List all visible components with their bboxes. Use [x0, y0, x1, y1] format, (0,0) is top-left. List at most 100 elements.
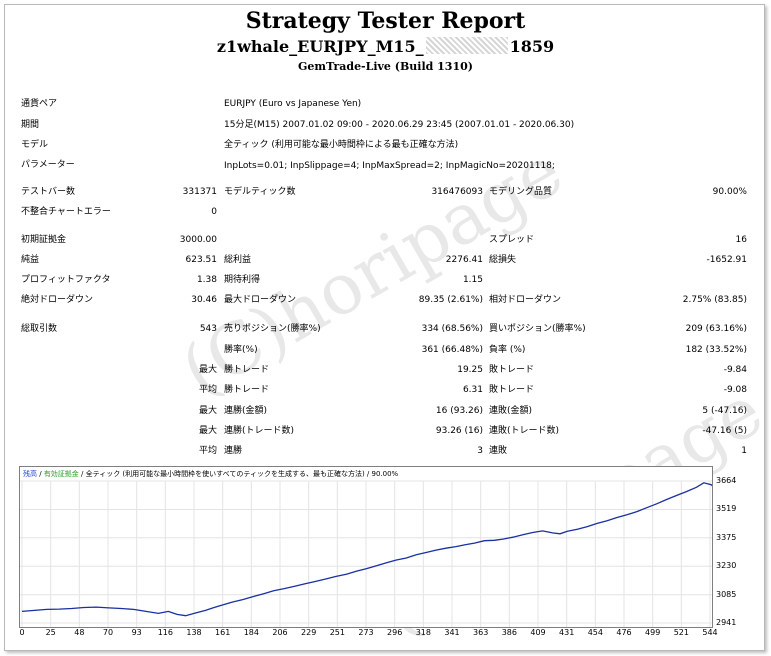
long-value: 209 (63.16%): [685, 324, 747, 334]
model-label: モデル: [21, 140, 49, 150]
average-qualifier: 平均: [198, 385, 217, 395]
avg-consec-qualifier: 平均: [198, 446, 217, 456]
legend-sep: /: [37, 470, 44, 478]
y-tick-label: 2941: [716, 618, 737, 627]
legend-equity: 有効証拠金: [43, 470, 79, 478]
max-consec-cnt-qualifier: 最大: [198, 426, 217, 436]
x-tick-label: 161: [215, 628, 231, 637]
abs-dd-label: 絶対ドローダウン: [21, 295, 94, 305]
x-tick-label: 499: [645, 628, 661, 637]
win-label: 勝率(%): [224, 345, 258, 355]
x-tick-label: 206: [272, 628, 288, 637]
mismatch-value: 0: [211, 207, 217, 217]
loss-label: 負率 (%): [489, 345, 526, 355]
report-subtitle: z1whale_EURJPY_M15_ 1859: [0, 37, 771, 56]
mismatch-label: 不整合チャートエラー: [21, 207, 111, 217]
largest-win-label: 勝トレード: [224, 365, 270, 375]
consec-loss-cnt-value: -47.16 (5): [702, 426, 747, 436]
y-tick-label: 3519: [716, 504, 737, 514]
win-value: 361 (66.48%): [421, 345, 483, 355]
x-tick-label: 0: [19, 628, 25, 637]
spread-value: 16: [735, 235, 747, 245]
gross-profit-label: 総利益: [224, 255, 252, 265]
consec-wins-cnt-value: 93.26 (16): [435, 426, 483, 436]
short-label: 売りポジション(勝率%): [224, 324, 321, 334]
pf-value: 1.38: [196, 275, 217, 285]
symbol-label: 通貨ペア: [21, 99, 58, 109]
expected-value: 1.15: [462, 275, 483, 285]
model-value: 全ティック (利用可能な最小時間枠による最も正確な方法): [224, 140, 459, 150]
avg-consec-loss-value: 1: [741, 446, 747, 456]
avg-consec-win-value: 3: [477, 446, 483, 456]
rel-dd-label: 相対ドローダウン: [489, 295, 562, 305]
x-tick-label: 318: [415, 628, 431, 637]
x-tick-label: 251: [329, 628, 345, 637]
largest-loss-value: -9.84: [723, 365, 747, 375]
params-label: パラメーター: [21, 160, 75, 170]
x-tick-label: 341: [444, 628, 460, 637]
consec-loss-cnt-label: 連敗(トレード数): [489, 426, 560, 436]
short-value: 334 (68.56%): [421, 324, 483, 334]
balance-chart: [19, 466, 720, 628]
bars-value: 331371: [182, 187, 217, 197]
x-tick-label: 454: [587, 628, 603, 637]
gross-loss-label: 総損失: [489, 255, 517, 265]
x-tick-label: 544: [702, 628, 718, 637]
report-title: Strategy Tester Report: [245, 8, 526, 34]
deposit-label: 初期証拠金: [21, 235, 67, 245]
deposit-value: 3000.00: [179, 235, 217, 245]
loss-value: 182 (33.52%): [685, 345, 747, 355]
max-dd-value: 89.35 (2.61%): [418, 295, 483, 305]
x-tick-label: 138: [186, 628, 202, 637]
gross-loss-value: -1652.91: [706, 255, 747, 265]
bars-label: テストバー数: [21, 187, 76, 197]
net-label: 純益: [21, 255, 40, 265]
x-tick-label: 25: [45, 628, 56, 637]
max-consec-amt-qualifier: 最大: [198, 406, 217, 416]
net-value: 623.51: [185, 255, 218, 265]
ticks-value: 316476093: [431, 187, 483, 197]
redacted-block: [425, 37, 508, 54]
ticks-label: モデルティック数: [224, 187, 296, 197]
x-tick-label: 386: [501, 628, 517, 637]
gross-profit-value: 2276.41: [445, 255, 483, 265]
largest-win-value: 19.25: [457, 365, 483, 375]
y-tick-label: 3664: [716, 476, 737, 485]
abs-dd-value: 30.46: [191, 295, 217, 305]
x-tick-label: 296: [387, 628, 403, 637]
balance-chart-svg: [20, 480, 720, 627]
rel-dd-value: 2.75% (83.85): [682, 295, 747, 305]
y-tick-label: 3085: [716, 589, 737, 599]
x-tick-label: 409: [530, 628, 546, 637]
avg-win-value: 6.31: [462, 385, 483, 395]
consec-wins-amt-value: 16 (93.26): [435, 406, 483, 416]
x-tick-label: 116: [157, 628, 173, 637]
avg-loss-value: -9.08: [723, 385, 747, 395]
consec-wins-amt-label: 連勝(金額): [224, 406, 268, 416]
consec-loss-amt-label: 連敗(金額): [489, 406, 533, 416]
pf-label: プロフィットファクタ: [21, 275, 111, 285]
balance-series-line: [21, 482, 720, 617]
quality-label: モデリング品質: [489, 187, 553, 197]
largest-qualifier: 最大: [198, 365, 217, 375]
period-label: 期間: [21, 120, 40, 130]
y-tick-label: 3230: [716, 561, 737, 571]
avg-win-label: 勝トレード: [224, 385, 270, 395]
quality-value: 90.00%: [712, 187, 747, 197]
subtitle-suffix: 1859: [509, 37, 555, 56]
expected-label: 期待利得: [224, 275, 261, 285]
avg-consec-win-label: 連勝: [224, 446, 243, 456]
consec-loss-amt-value: 5 (-47.16): [702, 406, 747, 416]
report-build: GemTrade-Live (Build 1310): [298, 60, 473, 73]
avg-loss-label: 敗トレード: [489, 385, 535, 395]
legend-balance: 残高: [23, 470, 37, 478]
symbol-value: EURJPY (Euro vs Japanese Yen): [224, 99, 362, 109]
x-tick-label: 184: [243, 628, 259, 637]
subtitle-ea-name: z1whale_EURJPY_M15_: [216, 37, 424, 56]
x-tick-label: 521: [673, 628, 689, 637]
largest-loss-label: 敗トレード: [489, 365, 535, 375]
y-tick-label: 3375: [716, 532, 737, 542]
x-tick-label: 431: [559, 628, 575, 637]
x-tick-label: 70: [102, 628, 114, 637]
consec-wins-cnt-label: 連勝(トレード数): [224, 426, 295, 436]
